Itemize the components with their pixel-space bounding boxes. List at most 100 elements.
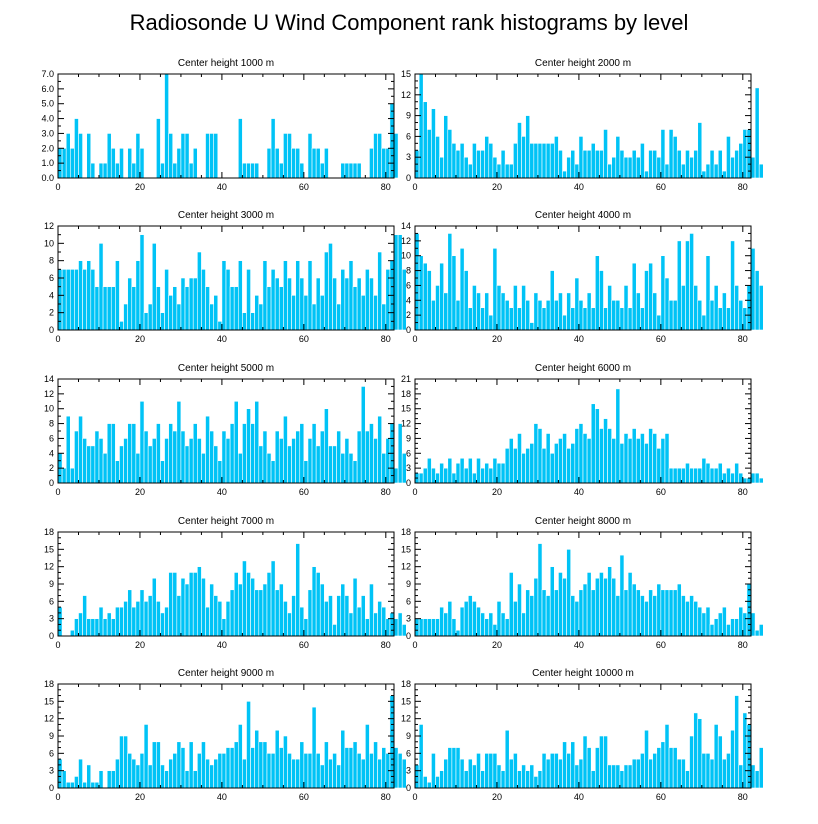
histogram-bar [180, 430, 186, 484]
histogram-bar [221, 260, 227, 331]
histogram-bar [225, 601, 231, 637]
histogram-bar [566, 549, 572, 637]
histogram-bar [377, 133, 383, 179]
histogram-bar [258, 589, 264, 637]
histogram-bar [229, 747, 235, 789]
histogram-bar [168, 133, 174, 179]
histogram-bar [110, 286, 116, 331]
histogram-bar [681, 595, 686, 637]
histogram-bar [295, 758, 301, 789]
histogram-bar [627, 764, 633, 789]
histogram-bar [393, 747, 399, 789]
histogram-bar [151, 438, 157, 484]
x-tick-label: 20 [492, 182, 502, 192]
histogram-bar [627, 438, 633, 484]
histogram-bar [693, 712, 699, 789]
histogram-bar [451, 255, 457, 331]
histogram-bar [90, 445, 96, 484]
histogram-bar [356, 606, 362, 637]
histogram-bar [135, 764, 141, 789]
histogram-bar [521, 285, 526, 331]
histogram-bar [652, 433, 658, 484]
y-tick-label: 6 [49, 273, 54, 283]
histogram-bar [644, 270, 649, 331]
histogram-bar [303, 753, 309, 789]
histogram-bar [188, 162, 194, 179]
y-tick-label: 5.0 [41, 99, 54, 109]
histogram-bar [278, 747, 284, 789]
x-tick-label: 20 [135, 334, 145, 344]
histogram-bar [365, 618, 370, 637]
histogram-bar [750, 612, 756, 637]
histogram-bar [385, 438, 391, 484]
histogram-bar [472, 764, 477, 789]
x-tick-label: 60 [656, 640, 666, 650]
histogram-bar [69, 467, 75, 484]
histogram-bar [266, 572, 272, 637]
histogram-bar [693, 149, 699, 179]
histogram-bar [160, 612, 165, 637]
histogram-bar [336, 430, 342, 484]
x-tick-label: 60 [299, 640, 309, 650]
y-tick-label: 3 [406, 463, 411, 473]
y-tick-label: 18 [401, 389, 411, 399]
histogram-bar [705, 255, 711, 331]
histogram-bar [685, 149, 690, 179]
histogram-bar [74, 269, 79, 331]
histogram-bar [607, 428, 612, 484]
histogram-bar [106, 133, 112, 179]
y-tick-label: 12 [44, 221, 54, 231]
histogram-bar [496, 764, 502, 789]
histogram-bar [644, 601, 649, 637]
x-tick-label: 0 [55, 182, 60, 192]
histogram-bar [459, 758, 465, 789]
histogram-bar [558, 438, 563, 484]
histogram-bar [635, 758, 641, 789]
histogram-bar [758, 747, 764, 789]
histogram-bar [217, 460, 223, 484]
histogram-bar [332, 753, 337, 789]
histogram-bar [242, 758, 247, 789]
histogram-bar [484, 292, 490, 331]
histogram-bar [611, 299, 617, 331]
histogram-bar [742, 307, 748, 331]
panel-title: Center height 8000 m [535, 516, 631, 527]
histogram-bar [758, 163, 764, 179]
histogram-bar [106, 423, 112, 484]
y-tick-label: 8 [49, 419, 54, 429]
histogram-bar [82, 269, 87, 331]
histogram-bar [237, 583, 243, 637]
histogram-panel-2: Center height 2000 m 0 20 40 60 80 0 3 6 9 12 15 [401, 58, 764, 192]
histogram-bar [106, 770, 112, 789]
histogram-bar [590, 143, 596, 179]
histogram-bar [324, 601, 329, 637]
histogram-bar [697, 467, 703, 484]
histogram-bar [422, 467, 428, 484]
histogram-bar [549, 143, 555, 179]
histogram-bar [393, 234, 399, 331]
histogram-bar [98, 770, 104, 789]
histogram-bar [582, 735, 588, 789]
x-tick-label: 60 [656, 792, 666, 802]
histogram-bar [246, 408, 251, 484]
y-tick-label: 0 [49, 783, 54, 793]
histogram-bar [541, 448, 547, 484]
histogram-bar [590, 770, 596, 789]
histogram-bar [160, 460, 165, 484]
histogram-bar [672, 136, 678, 179]
histogram-bar [110, 147, 116, 179]
histogram-bar [283, 735, 288, 789]
histogram-bar [578, 299, 584, 331]
histogram-bar [164, 73, 169, 179]
histogram-bar [328, 243, 333, 331]
y-tick-label: 18 [401, 527, 411, 537]
panels: Center height 1000 m0 20 40 60 800.01.02.03.… [41, 58, 764, 802]
histogram-bar [623, 764, 629, 789]
histogram-bar [254, 589, 260, 637]
histogram-bar [549, 753, 555, 789]
x-tick-label: 80 [381, 182, 391, 192]
histogram-bar [94, 781, 100, 789]
histogram-bar [586, 747, 592, 789]
histogram-bar [274, 277, 280, 331]
x-tick-label: 20 [492, 792, 502, 802]
